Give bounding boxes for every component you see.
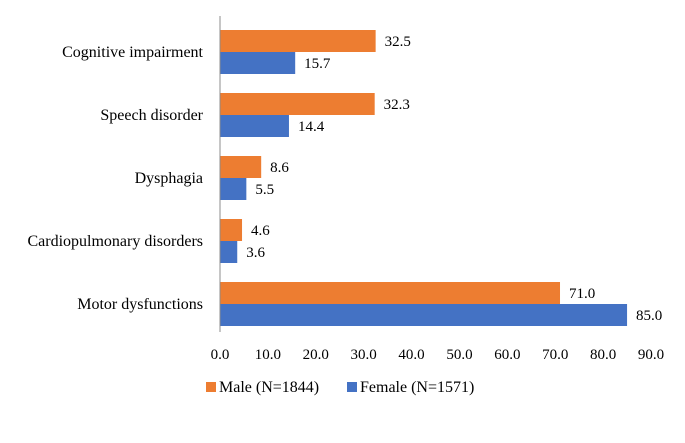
x-tick-label-6: 50.0: [446, 347, 472, 363]
x-tick-label-8: 70.0: [542, 347, 568, 363]
x-tick-label-4: 30.0: [351, 347, 377, 363]
value-labels-group: 32.5 15.7 32.3 14.4 8.6 5.5 4.6 3.6 71.0 85.0: [246, 34, 662, 324]
male-value-label-1: 32.5: [385, 34, 411, 50]
legend-male-swatch: [206, 382, 216, 392]
category-label-3: Dysphagia: [135, 170, 203, 187]
male-bar-5: [220, 282, 561, 304]
female-value-label-1: 15.7: [304, 56, 331, 72]
male-value-label-2: 32.3: [384, 97, 410, 113]
bars-group: [220, 30, 628, 326]
female-bar-1: [220, 52, 296, 74]
x-tick-label-7: 60.0: [494, 347, 520, 363]
male-bar-2: [220, 93, 375, 115]
female-bar-3: [220, 178, 247, 200]
male-bar-3: [220, 156, 262, 178]
male-value-label-4: 4.6: [251, 223, 270, 239]
male-value-label-5: 71.0: [569, 286, 595, 302]
x-tick-label-9: 80.0: [590, 347, 616, 363]
female-bar-5: [220, 304, 628, 326]
legend-female-label: Female (N=1571): [360, 379, 474, 396]
category-label-4: Cardiopulmonary disorders: [27, 233, 203, 250]
female-value-label-2: 14.4: [298, 119, 325, 135]
x-tick-labels-group: 0.0 10.0 20.0 30.0 40.0 50.0 60.0 70.0 80.0 90.0: [211, 347, 665, 363]
x-tick-label-10: 90.0: [638, 347, 664, 363]
x-tick-label-2: 10.0: [255, 347, 281, 363]
x-tick-label-1: 0.0: [211, 347, 230, 363]
female-value-label-3: 5.5: [255, 182, 274, 198]
legend-female-swatch: [347, 382, 357, 392]
category-label-1: Cognitive impairment: [62, 44, 203, 61]
category-label-2: Speech disorder: [100, 107, 203, 124]
female-value-label-4: 3.6: [246, 245, 265, 261]
legend: Male (N=1844) Female (N=1571): [206, 379, 474, 396]
female-bar-2: [220, 115, 289, 137]
female-bar-4: [220, 241, 238, 263]
x-tick-label-3: 20.0: [303, 347, 329, 363]
male-bar-1: [220, 30, 376, 52]
category-labels-group: Cognitive impairment Speech disorder Dysph…: [27, 44, 203, 313]
male-bar-4: [220, 219, 243, 241]
category-label-5: Motor dysfunctions: [77, 296, 203, 313]
female-value-label-5: 85.0: [636, 308, 662, 324]
legend-male-label: Male (N=1844): [219, 379, 319, 396]
x-tick-label-5: 40.0: [398, 347, 424, 363]
male-value-label-3: 8.6: [270, 160, 289, 176]
